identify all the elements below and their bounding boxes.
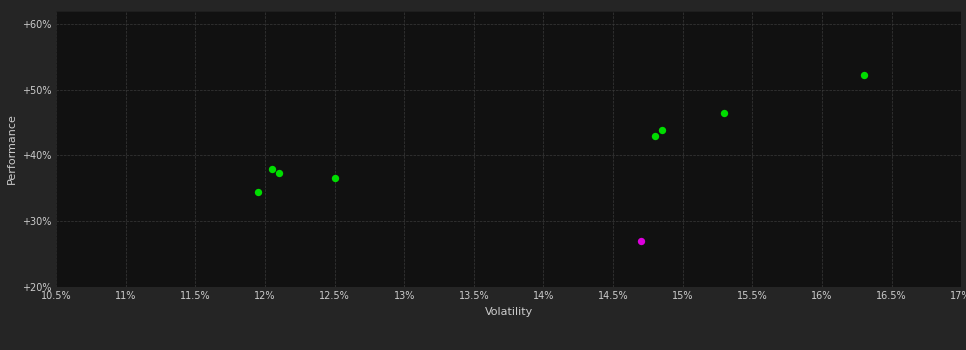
Y-axis label: Performance: Performance bbox=[7, 113, 16, 184]
Point bbox=[250, 189, 266, 194]
Point bbox=[856, 72, 871, 78]
Point bbox=[271, 170, 287, 176]
X-axis label: Volatility: Volatility bbox=[485, 307, 532, 317]
Point bbox=[327, 176, 342, 181]
Point bbox=[717, 110, 732, 116]
Point bbox=[264, 166, 279, 171]
Point bbox=[633, 238, 648, 244]
Point bbox=[647, 133, 663, 138]
Point bbox=[654, 127, 669, 133]
